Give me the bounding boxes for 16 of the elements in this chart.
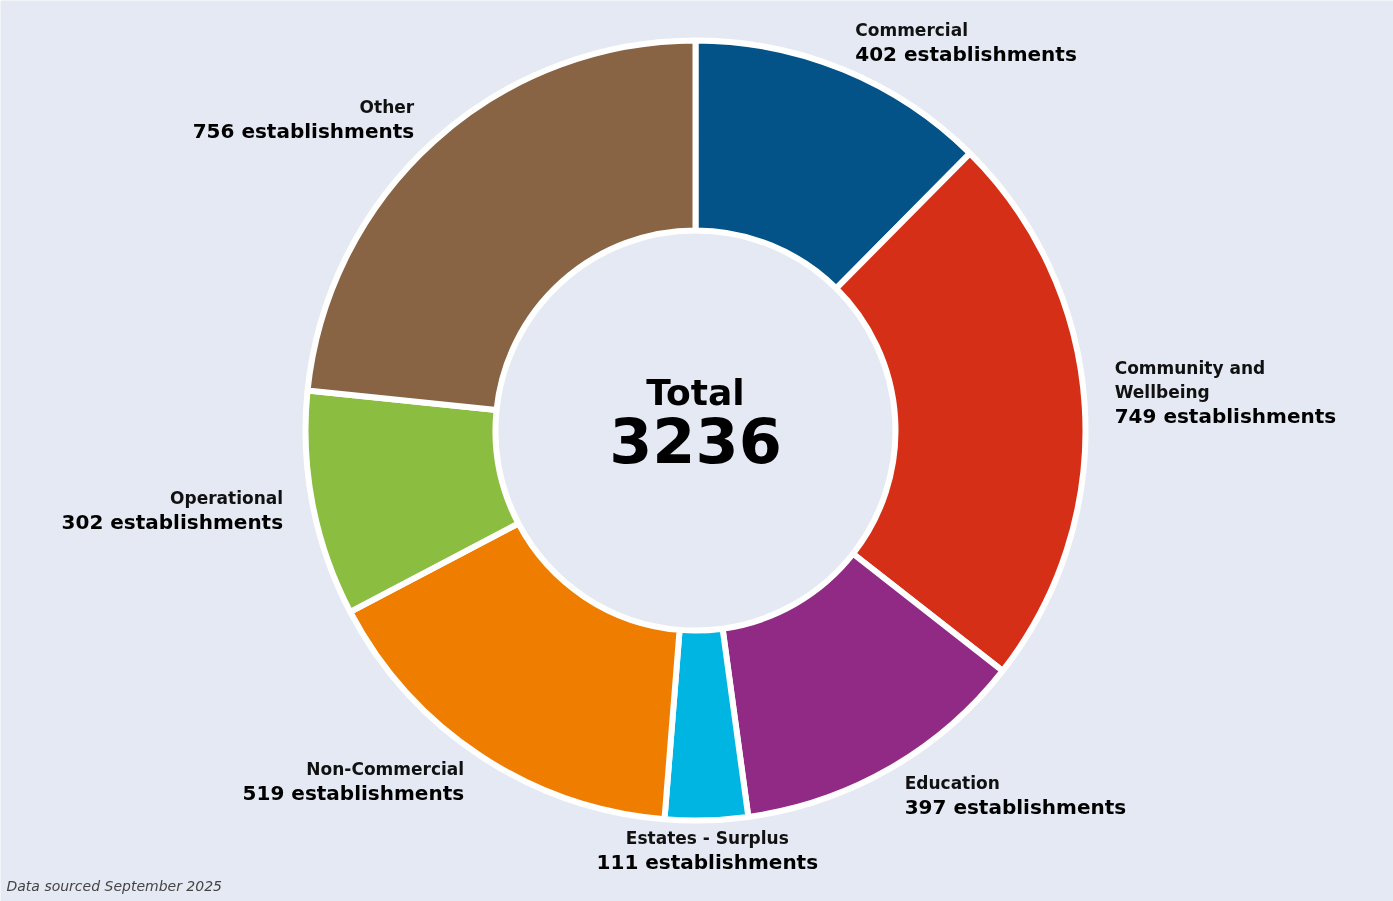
slice-label: Community and Wellbeing [1114, 358, 1266, 403]
slice-label: Other [359, 96, 415, 117]
slice-label: Operational [170, 487, 284, 508]
data-label: 402 establishments [855, 42, 1077, 67]
text: Data sourced September 2025 [6, 877, 223, 894]
slice-label: Estates - Surplus [625, 828, 789, 849]
text: Total [646, 371, 745, 413]
data-label: 111 establishments [596, 850, 819, 875]
slice-label: Non-Commercial [306, 759, 465, 780]
data-label: 749 establishments [1114, 404, 1337, 429]
data-label: 756 establishments [192, 118, 415, 143]
slice-label: Education [904, 772, 1000, 793]
data-label: 397 establishments [904, 794, 1127, 819]
data-label: 519 establishments [242, 781, 465, 806]
slice-label: Commercial [855, 20, 968, 41]
data-label: 302 establishments [61, 509, 284, 534]
